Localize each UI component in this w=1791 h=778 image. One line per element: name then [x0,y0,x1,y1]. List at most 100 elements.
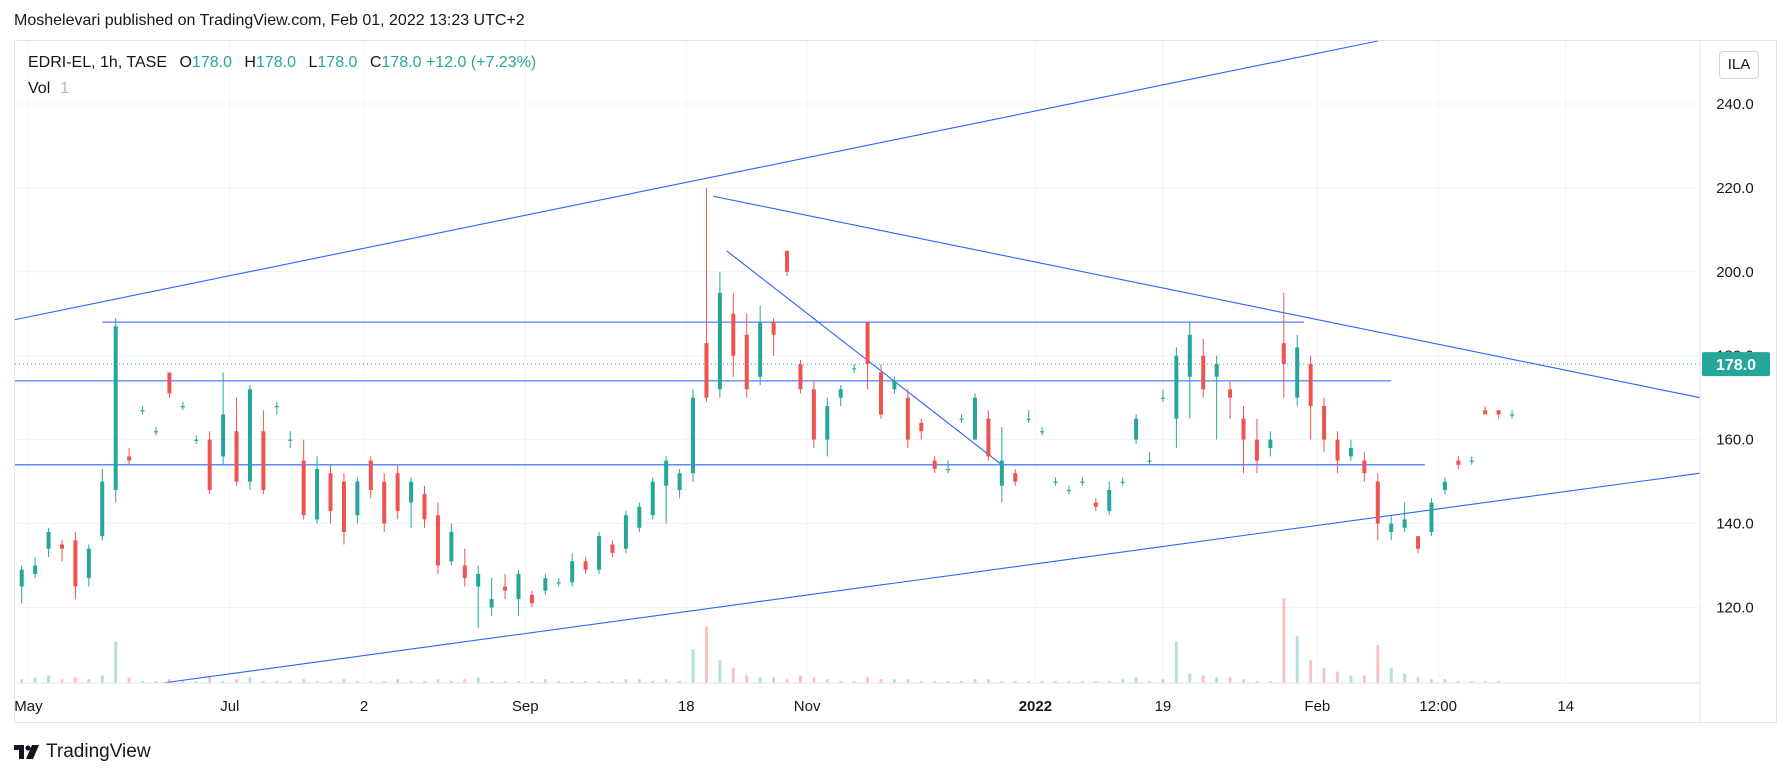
volume-bar [1309,660,1313,683]
candle-body [435,515,440,566]
volume-bar [785,679,789,683]
candle-body [1429,502,1434,532]
tradingview-logo-icon [14,745,39,759]
volume-bar [100,675,104,683]
x-tick-label: 12:00 [1419,698,1457,715]
x-tick-label: May [14,698,43,715]
high-value: 178.0 [255,54,297,71]
last-price-label: 178.0 [1716,357,1756,374]
candle-body [677,473,682,490]
candle-body [395,473,400,511]
volume-bar [731,667,735,683]
candle-body [1362,460,1367,474]
candle-body [892,380,897,390]
volume-bar [1416,677,1420,683]
trendlines [14,40,1701,684]
candle-body [1107,489,1112,511]
candle-body [153,431,158,433]
volume-bar [1429,679,1433,683]
volume-bar [772,677,776,683]
x-tick-label: Sep [512,698,539,715]
candle-body [221,414,226,457]
volume-bar [1456,681,1460,683]
volume-label[interactable]: Vol [28,80,51,97]
candle-body [1348,448,1353,457]
volume-bar [1322,667,1326,683]
candle-body [73,540,78,587]
candle-body [946,469,951,471]
candle-body [1510,414,1515,416]
chart-frame [14,40,1777,723]
lower-channel-line [162,472,1701,684]
volume-bar [1282,598,1286,683]
candle-body [1335,439,1340,461]
candle-body [355,481,360,516]
tradingview-brand[interactable]: TradingView [14,741,151,763]
volume-bar [933,681,937,683]
candle-body [180,406,185,408]
volume-bar [597,681,601,683]
volume-bar [288,681,292,683]
volume-bar [1013,681,1017,683]
candle-body [758,322,763,377]
candle-body [476,573,481,587]
candle-body [194,439,199,441]
candle-body [127,456,132,461]
volume-bar [1228,677,1232,683]
candle-body [597,536,602,570]
volume-bar [825,679,829,683]
candle-body [382,481,387,524]
candle-body [1389,523,1394,532]
volume-bar [812,677,816,683]
volume-bar [557,681,561,683]
candle-body [140,410,145,412]
candle-body [610,544,615,553]
candle-body [691,397,696,474]
candle-body [100,481,105,537]
x-tick-label: 19 [1155,698,1172,715]
volume-bar [892,679,896,683]
candle-body [986,418,991,457]
volume-bar [1255,681,1259,683]
volume-bar [651,681,655,683]
candle-body [865,322,870,365]
volume-bar [1483,681,1487,683]
candle-body [1093,502,1098,507]
volume-bar [1121,679,1125,683]
candle-body [1496,410,1501,415]
candle-body [274,406,279,408]
x-tick-label: 18 [678,698,695,715]
volume-bar [637,679,641,683]
currency-button[interactable]: ILA [1719,51,1759,79]
volume-bar [1188,673,1192,683]
volume-bar [463,679,467,683]
candle-body [959,418,964,420]
volume-bar [1389,667,1393,683]
volume-bar [382,681,386,683]
candle-body [731,313,736,356]
candle-body [825,406,830,440]
high-label: H [244,54,256,71]
candle-body [972,397,977,440]
symbol-label[interactable]: EDRI-EL, 1h, TASE [28,54,168,71]
candle-body [368,460,373,490]
volume-bar [570,681,574,683]
candle-body [46,531,51,549]
grid-lines [15,41,1700,683]
volume-bar [718,660,722,683]
candle-body [878,372,883,415]
candle-body [905,397,910,440]
candle-body [1416,536,1421,549]
candle-body [59,544,64,549]
candle-body [1080,481,1085,483]
close-label: C [369,54,382,71]
volume-bar [181,681,185,683]
candle-body [811,389,816,440]
candle-body [328,473,333,511]
volume-bar [449,681,453,683]
candle-body [247,389,252,482]
candle-body [33,565,38,574]
x-tick-label: 2022 [1019,698,1052,715]
candle-body [1013,473,1018,482]
